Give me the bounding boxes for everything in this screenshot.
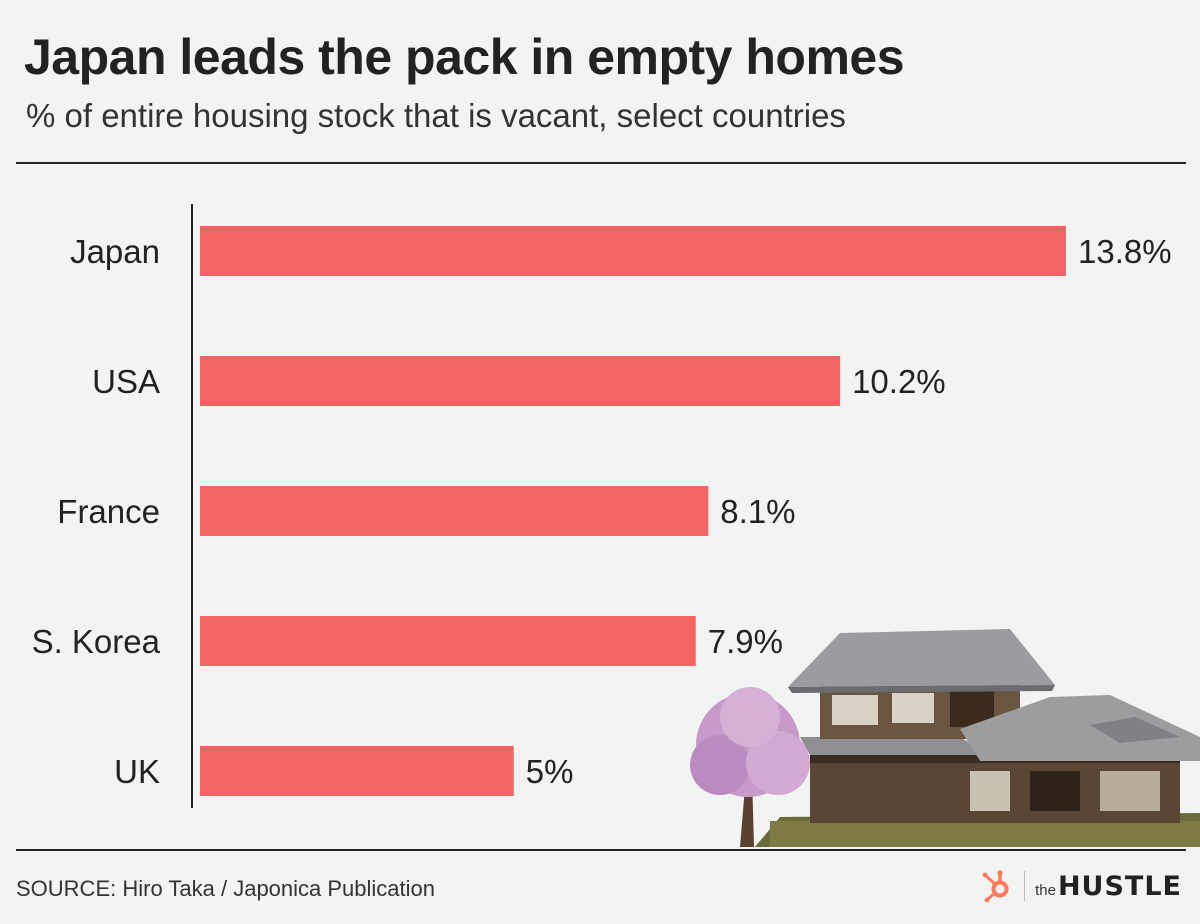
bar: [200, 356, 841, 406]
data-label: 10.2%: [852, 363, 946, 400]
brand-separator: [1024, 871, 1026, 901]
data-label: 13.8%: [1078, 233, 1172, 270]
category-label: France: [57, 493, 160, 530]
bottom-divider: [16, 849, 1186, 851]
bar: [200, 226, 1066, 276]
bar: [200, 746, 514, 796]
data-label: 7.9%: [708, 623, 783, 660]
data-label: 5%: [526, 753, 574, 790]
bar: [200, 616, 696, 666]
brand-hustle: HUSTLE: [1057, 870, 1182, 902]
category-label: USA: [92, 363, 160, 400]
hubspot-sprocket-icon: [982, 870, 1009, 903]
data-label: 8.1%: [720, 493, 795, 530]
bar: [200, 486, 709, 536]
top-divider: [16, 162, 1186, 164]
brand-the: the: [1035, 881, 1056, 899]
abandoned-house-illustration: [690, 629, 1200, 847]
chart-title: Japan leads the pack in empty homes: [24, 29, 905, 85]
source-note: SOURCE: Hiro Taka / Japonica Publication: [16, 876, 436, 901]
chart-subtitle: % of entire housing stock that is vacant…: [26, 97, 846, 134]
category-label: Japan: [70, 233, 160, 270]
category-label: UK: [114, 753, 160, 790]
category-label: S. Korea: [32, 623, 161, 660]
brand-wordmark: the HUSTLE: [1035, 871, 1182, 902]
brand-logo: the HUSTLE: [980, 868, 1182, 904]
